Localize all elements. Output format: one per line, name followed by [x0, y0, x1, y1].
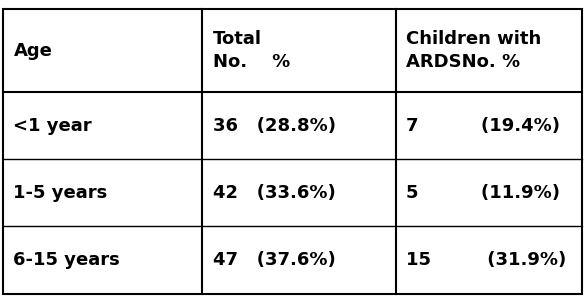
Text: <1 year: <1 year — [13, 117, 92, 135]
Text: Children with: Children with — [406, 30, 541, 48]
Text: Age: Age — [13, 42, 52, 60]
Text: ARDSNo. %: ARDSNo. % — [406, 53, 520, 72]
Text: 6-15 years: 6-15 years — [13, 251, 120, 269]
Text: Total: Total — [213, 30, 262, 48]
Text: No.    %: No. % — [213, 53, 290, 72]
Text: 7          (19.4%): 7 (19.4%) — [406, 117, 560, 135]
Text: 1-5 years: 1-5 years — [13, 184, 108, 202]
Text: 36   (28.8%): 36 (28.8%) — [213, 117, 336, 135]
Text: 5          (11.9%): 5 (11.9%) — [406, 184, 560, 202]
Text: 15         (31.9%): 15 (31.9%) — [406, 251, 566, 269]
Text: 47   (37.6%): 47 (37.6%) — [213, 251, 335, 269]
Text: 42   (33.6%): 42 (33.6%) — [213, 184, 335, 202]
